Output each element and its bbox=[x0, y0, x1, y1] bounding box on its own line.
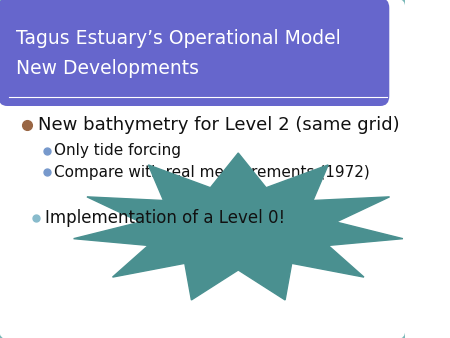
Polygon shape bbox=[74, 153, 403, 300]
FancyBboxPatch shape bbox=[0, 0, 406, 338]
Text: Implementation of a Level 0!: Implementation of a Level 0! bbox=[45, 209, 285, 227]
Text: Tagus Estuary’s Operational Model: Tagus Estuary’s Operational Model bbox=[16, 28, 341, 48]
Text: Only tide forcing: Only tide forcing bbox=[54, 144, 181, 159]
FancyBboxPatch shape bbox=[7, 8, 187, 96]
Text: New bathymetry for Level 2 (same grid): New bathymetry for Level 2 (same grid) bbox=[38, 116, 400, 134]
Text: Compare with real measurements (1972): Compare with real measurements (1972) bbox=[54, 165, 370, 179]
Text: New Developments: New Developments bbox=[16, 58, 199, 77]
FancyBboxPatch shape bbox=[0, 0, 389, 106]
